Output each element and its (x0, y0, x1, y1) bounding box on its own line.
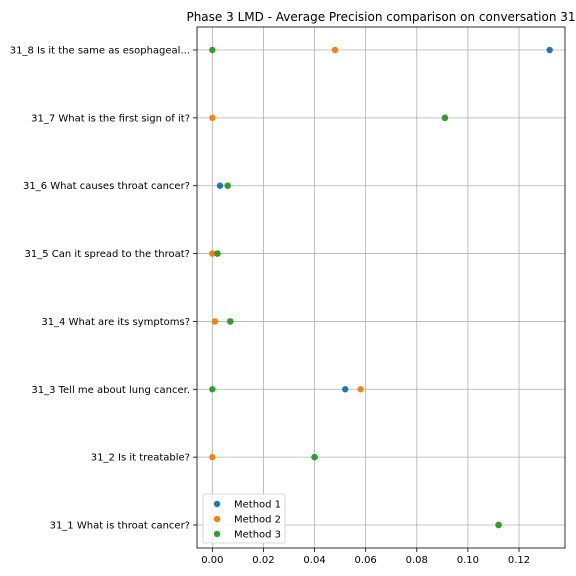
data-point-method-2 (209, 453, 216, 461)
plot-frame (196, 26, 566, 549)
x-tick-label: 0.12 (508, 555, 530, 566)
data-point-method-1 (342, 386, 349, 393)
legend-label: Method 2 (234, 515, 281, 526)
data-point-method-2 (211, 318, 219, 325)
y-tick-label: 31_8 Is it the same as esophageal... (10, 46, 190, 57)
data-point-method-3 (495, 521, 502, 529)
y-tick-labels: 31_1 What is throat cancer? 31_2 Is it tr… (10, 46, 197, 532)
data-point-method-3 (214, 250, 221, 257)
data-point-method-2 (209, 114, 216, 122)
y-tick-label: 31_3 Tell me about lung cancer. (31, 385, 190, 396)
x-tick-label: 0.10 (457, 555, 479, 566)
data-point-method-2 (331, 46, 339, 54)
legend-marker (213, 530, 221, 538)
data-point-method-3 (311, 453, 318, 461)
x-tick-label: 0.08 (406, 555, 428, 566)
y-tick-label: 31_7 What is the first sign of it? (31, 113, 190, 124)
data-point-method-2 (209, 250, 216, 257)
legend-box (202, 493, 286, 544)
x-tick-labels: 0.00 0.02 0.04 0.06 0.08 0.10 0.12 (201, 548, 530, 566)
data-point-method-2 (357, 386, 364, 393)
legend-marker (213, 515, 221, 523)
y-tick-label: 31_2 Is it treatable? (91, 453, 190, 464)
y-tick-label: 31_6 What causes throat cancer? (23, 181, 190, 192)
y-tick-label: 31_4 What are its symptoms? (41, 317, 190, 328)
x-tick-label: 0.02 (252, 555, 274, 566)
chart-title: Phase 3 LMD - Average Precision comparis… (186, 10, 575, 24)
data-point-method-3 (227, 318, 234, 325)
data-point-method-3 (224, 182, 231, 189)
x-tick-label: 0.00 (201, 555, 223, 566)
x-tick-label: 0.04 (303, 555, 325, 566)
legend-label: Method 3 (234, 530, 281, 541)
data-point-method-3 (209, 386, 216, 393)
data-point-method-3 (209, 46, 216, 54)
legend: Method 1 Method 2 Method 3 (202, 493, 286, 544)
legend-marker (213, 500, 221, 508)
data-points (209, 46, 553, 529)
data-point-method-1 (216, 182, 224, 189)
data-point-method-3 (441, 114, 449, 122)
y-tick-label: 31_5 Can it spread to the throat? (25, 249, 190, 260)
y-tick-label: 31_1 What is throat cancer? (50, 521, 190, 532)
x-tick-label: 0.06 (355, 555, 377, 566)
legend-label: Method 1 (234, 500, 281, 511)
data-point-method-1 (546, 46, 553, 54)
grid-lines (197, 27, 565, 548)
